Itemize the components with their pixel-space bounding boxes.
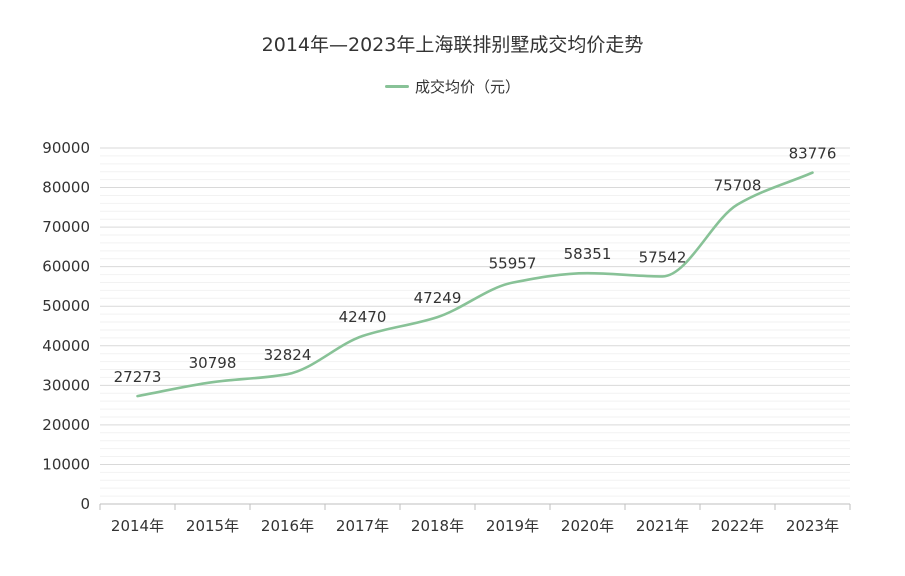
legend-swatch xyxy=(384,85,409,88)
series-line xyxy=(136,171,814,398)
data-label: 30798 xyxy=(189,354,237,372)
data-label: 58351 xyxy=(564,245,612,263)
x-tick-label: 2015年 xyxy=(186,517,239,535)
legend-label: 成交均价（元） xyxy=(414,78,520,96)
data-label: 27273 xyxy=(114,368,162,386)
y-tick-label: 20000 xyxy=(42,416,90,434)
x-tick-label: 2022年 xyxy=(711,517,764,535)
x-tick-label: 2014年 xyxy=(111,517,164,535)
gridlines xyxy=(100,147,850,497)
y-tick-label: 70000 xyxy=(42,218,90,236)
y-axis: 0 10000 20000 30000 40000 50000 60000 70000 8000… xyxy=(42,139,90,513)
y-tick-label: 80000 xyxy=(42,179,90,197)
data-label: 55957 xyxy=(489,255,537,273)
legend: 成交均价（元） xyxy=(0,76,905,97)
chart-title: 2014年—2023年上海联排别墅成交均价走势 xyxy=(261,34,644,56)
data-label: 57542 xyxy=(639,248,687,266)
y-tick-label: 60000 xyxy=(42,258,90,276)
y-tick-label: 90000 xyxy=(42,139,90,157)
y-tick-label: 10000 xyxy=(42,455,90,473)
x-axis: 2014年 2015年 2016年 2017年 2018年 2019年 2020年 2021年… xyxy=(99,503,851,535)
data-label: 42470 xyxy=(339,308,387,326)
x-tick-label: 2019年 xyxy=(486,517,539,535)
x-tick-label: 2020年 xyxy=(561,517,614,535)
y-tick-label: 0 xyxy=(80,495,90,513)
data-label: 83776 xyxy=(789,145,837,163)
x-tick-label: 2016年 xyxy=(261,517,314,535)
y-tick-label: 50000 xyxy=(42,297,90,315)
data-label: 32824 xyxy=(264,346,312,364)
y-tick-label: 30000 xyxy=(42,376,90,394)
data-label: 75708 xyxy=(714,177,762,195)
x-tick-label: 2023年 xyxy=(786,517,839,535)
data-label: 47249 xyxy=(414,289,462,307)
x-tick-label: 2021年 xyxy=(636,517,689,535)
x-tick-label: 2017年 xyxy=(336,517,389,535)
y-tick-label: 40000 xyxy=(42,337,90,355)
x-tick-label: 2018年 xyxy=(411,517,464,535)
data-labels: 27273 30798 32824 42470 47249 55957 58351 57542… xyxy=(114,145,837,387)
